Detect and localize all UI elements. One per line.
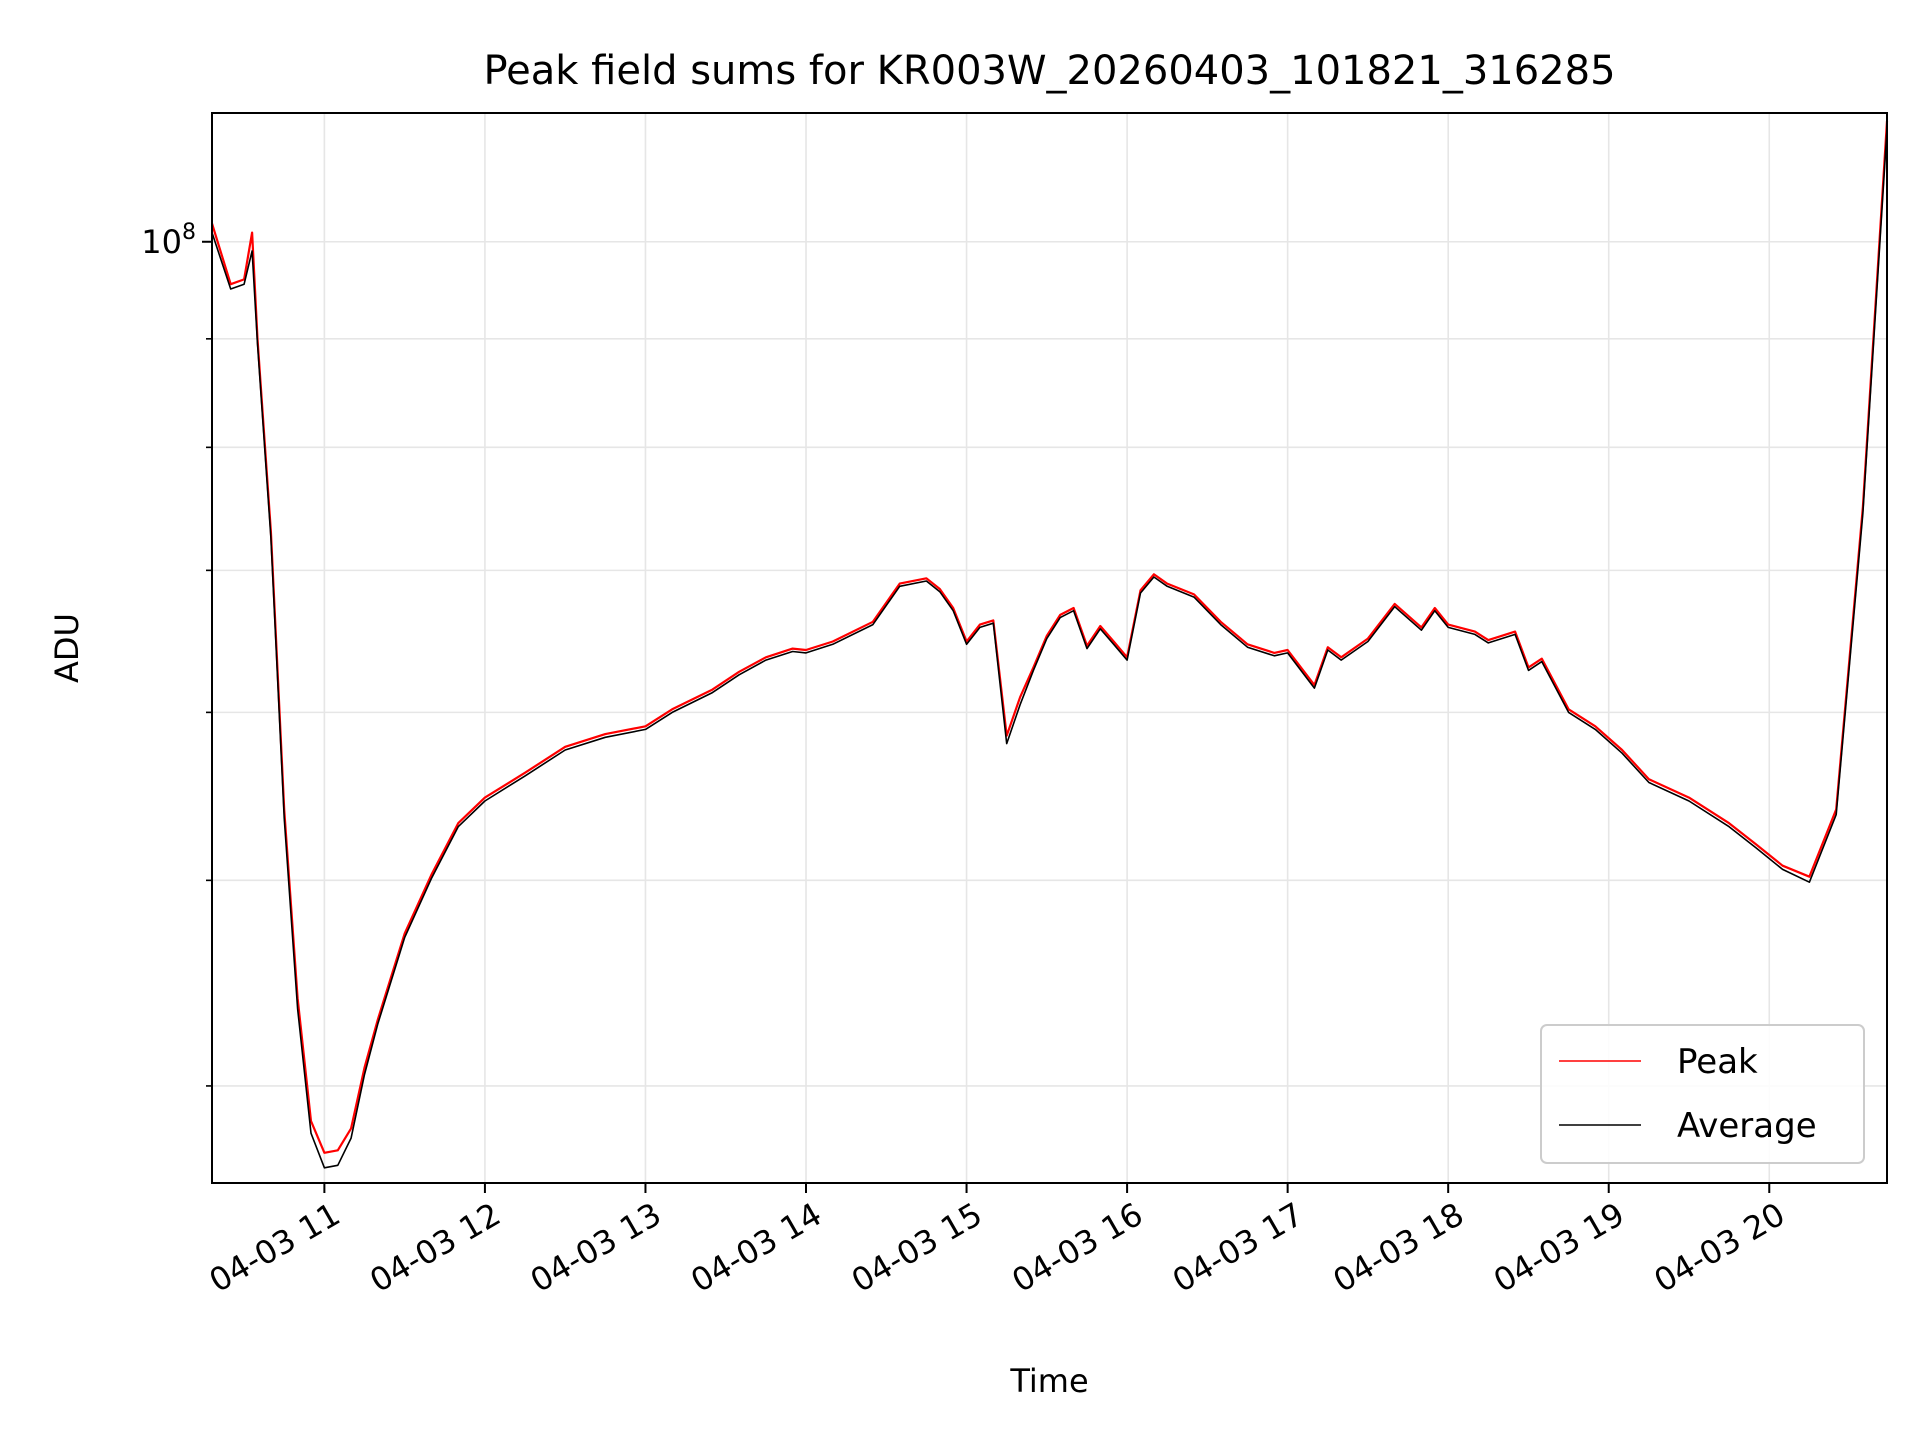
- legend-label-peak: Peak: [1677, 1042, 1758, 1082]
- y-tick-label: 108: [141, 220, 196, 261]
- y-axis: 108: [141, 220, 212, 1087]
- y-tick-label-base: 10: [141, 223, 182, 261]
- plot-frame: [211, 112, 1888, 1184]
- x-axis-label: Time: [1009, 1362, 1088, 1400]
- series-layer: [210, 120, 1889, 1169]
- legend-label-average: Average: [1677, 1106, 1817, 1146]
- legend: Peak Average: [1540, 1024, 1865, 1164]
- y-tick-label-exponent: 8: [182, 220, 196, 245]
- series-line-peak: [210, 120, 1889, 1154]
- legend-box: [1540, 1024, 1865, 1164]
- series-line-average: [211, 129, 1888, 1169]
- chart-title: Peak field sums for KR003W_20260403_1018…: [483, 48, 1615, 94]
- y-axis-label: ADU: [48, 613, 86, 683]
